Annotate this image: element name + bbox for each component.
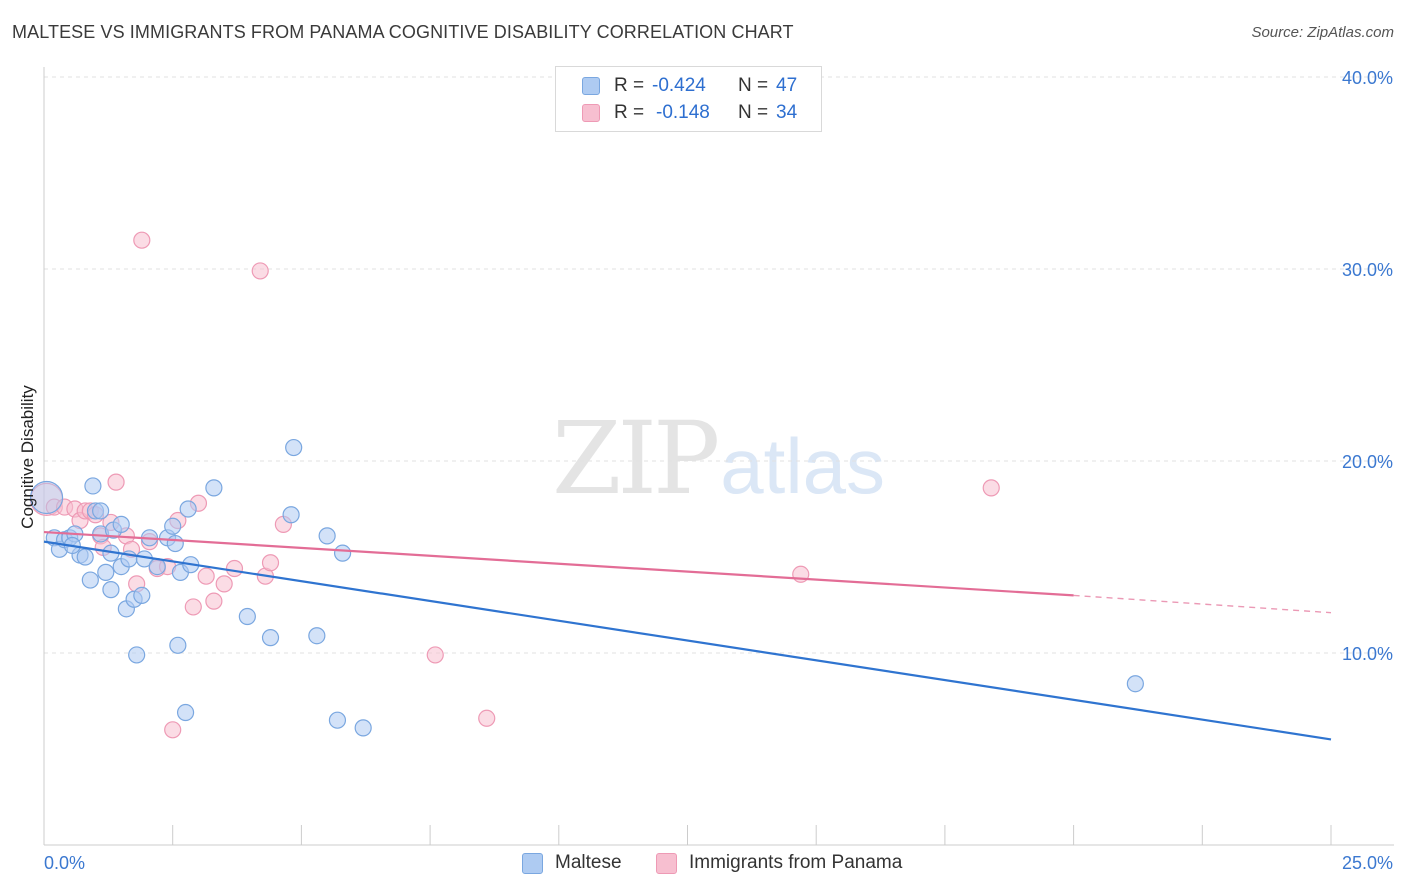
maltese-point — [133, 586, 151, 605]
n-label: N = — [738, 75, 769, 96]
x-tick-label: 25.0% — [1342, 853, 1393, 873]
maltese-point — [84, 477, 102, 495]
panama-swatch — [656, 852, 677, 874]
maltese-point — [102, 581, 120, 599]
maltese-point — [166, 534, 184, 553]
r-label: R = — [614, 75, 645, 96]
maltese-point — [29, 480, 64, 515]
maltese-trend-line — [43, 540, 1332, 741]
r-value: -0.148 — [656, 102, 710, 123]
legend-label: Immigrants from Panama — [689, 852, 903, 873]
maltese-point — [1126, 675, 1144, 693]
panama-point — [982, 479, 1000, 497]
panama-point — [164, 721, 182, 739]
maltese-swatch — [522, 852, 543, 874]
r-value: -0.424 — [652, 75, 706, 96]
maltese-point — [176, 703, 195, 722]
n-value: 34 — [776, 102, 798, 123]
maltese-point — [333, 544, 352, 562]
y-tick-label: 30.0% — [1342, 260, 1393, 280]
maltese-point — [261, 629, 280, 647]
panama-point — [197, 567, 215, 585]
watermark: ZIPatlas — [552, 400, 885, 517]
maltese-point — [238, 607, 256, 626]
maltese-point — [308, 627, 326, 645]
n-value: 47 — [776, 75, 798, 96]
maltese-point — [285, 438, 303, 457]
legend-row-panama: R = -0.148 N = 34 — [582, 101, 797, 125]
legend-label: Maltese — [555, 852, 622, 873]
maltese-point — [328, 711, 347, 729]
r-label: R = — [614, 102, 645, 123]
x-tick-label: 0.0% — [44, 853, 85, 873]
y-tick-label: 10.0% — [1342, 644, 1393, 664]
panama-point — [426, 646, 444, 664]
maltese-point — [97, 563, 115, 581]
panama-point — [184, 598, 202, 616]
watermark-zip: ZIP — [552, 400, 720, 517]
maltese-point — [179, 500, 197, 518]
panama-point — [205, 592, 223, 610]
n-label: N = — [738, 102, 769, 123]
maltese-point — [205, 479, 223, 497]
maltese-point — [112, 515, 130, 533]
legend-item-maltese: Maltese — [522, 852, 622, 874]
watermark-atlas: atlas — [720, 422, 886, 510]
source-credit: Source: ZipAtlas.com — [1251, 24, 1394, 41]
maltese-point — [164, 517, 182, 535]
y-tick-label: 20.0% — [1342, 452, 1393, 472]
panama-point — [215, 575, 233, 593]
y-axis-label: Cognitive Disability — [18, 385, 37, 529]
series-legend: Maltese Immigrants from Panama — [0, 852, 1406, 878]
maltese-point — [169, 636, 187, 654]
maltese-point — [81, 571, 99, 589]
maltese-point — [128, 646, 146, 664]
maltese-point — [354, 719, 372, 737]
y-tick-label: 40.0% — [1342, 68, 1393, 88]
panama-trend-line — [43, 530, 1074, 597]
maltese-point — [282, 506, 300, 524]
panama-point — [107, 473, 125, 491]
panama-swatch — [582, 104, 600, 122]
panama-point — [261, 554, 280, 572]
panama-trend-extension — [1073, 594, 1332, 614]
maltese-point — [92, 502, 110, 520]
maltese-point — [76, 548, 94, 566]
panama-point — [133, 231, 151, 249]
maltese-swatch — [582, 77, 600, 95]
legend-item-panama: Immigrants from Panama — [656, 852, 902, 874]
correlation-legend: R = -0.424 N = 47 R = -0.148 N = 34 — [555, 66, 822, 132]
maltese-point — [318, 527, 336, 545]
panama-point — [225, 559, 244, 578]
panama-point — [251, 262, 269, 280]
legend-row-maltese: R = -0.424 N = 47 — [582, 74, 797, 98]
panama-point — [478, 709, 496, 727]
chart-title: MALTESE VS IMMIGRANTS FROM PANAMA COGNIT… — [12, 22, 794, 42]
